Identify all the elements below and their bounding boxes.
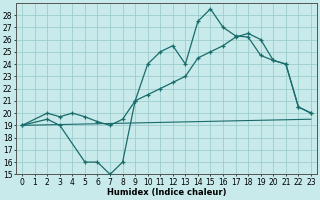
X-axis label: Humidex (Indice chaleur): Humidex (Indice chaleur) [107, 188, 226, 197]
